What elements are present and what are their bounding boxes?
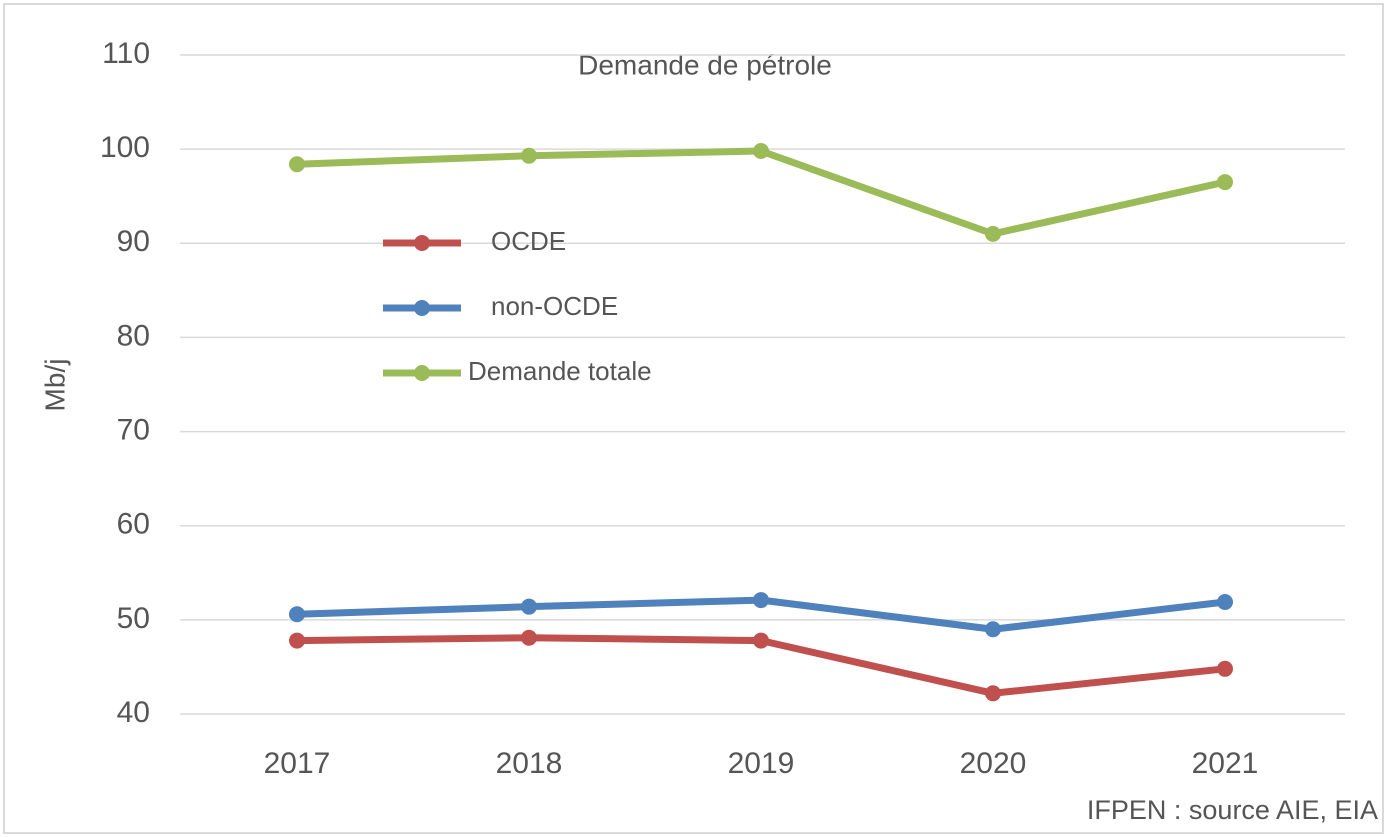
data-point — [753, 143, 769, 160]
y-tick-label: 70 — [117, 413, 150, 446]
y-tick-label: 50 — [117, 602, 150, 635]
y-tick-label: 40 — [117, 696, 150, 729]
legend-swatch-dot — [414, 300, 430, 316]
data-point — [985, 225, 1001, 242]
y-tick-label: 110 — [102, 37, 150, 70]
data-point — [521, 598, 537, 615]
data-point — [289, 606, 305, 623]
x-tick-label: 2017 — [264, 747, 331, 780]
legend-swatch-dot — [414, 235, 430, 251]
data-point — [1217, 593, 1233, 610]
data-point — [289, 156, 305, 173]
legend-label: Demande totale — [468, 356, 652, 386]
legend-label: OCDE — [491, 226, 566, 256]
data-point — [985, 685, 1001, 702]
data-point — [753, 632, 769, 649]
data-point — [289, 632, 305, 649]
x-tick-label: 2019 — [728, 747, 795, 780]
chart-frame — [3, 3, 1384, 834]
x-tick-label: 2018 — [496, 747, 563, 780]
legend-swatch-dot — [414, 365, 430, 381]
data-point — [1217, 660, 1233, 677]
data-point — [521, 147, 537, 164]
x-tick-label: 2020 — [960, 747, 1027, 780]
data-point — [753, 592, 769, 609]
data-point — [985, 621, 1001, 638]
data-point — [521, 629, 537, 646]
y-axis-label: Mb/j — [39, 359, 70, 412]
y-tick-label: 100 — [100, 131, 150, 164]
chart-title: Demande de pétrole — [578, 49, 832, 80]
legend-label: non-OCDE — [491, 291, 618, 321]
source-note: IFPEN : source AIE, EIA — [1087, 795, 1378, 825]
y-tick-label: 90 — [117, 225, 150, 258]
y-tick-label: 80 — [117, 319, 150, 352]
y-tick-label: 60 — [117, 508, 150, 541]
data-point — [1217, 174, 1233, 191]
x-tick-label: 2021 — [1192, 747, 1259, 780]
